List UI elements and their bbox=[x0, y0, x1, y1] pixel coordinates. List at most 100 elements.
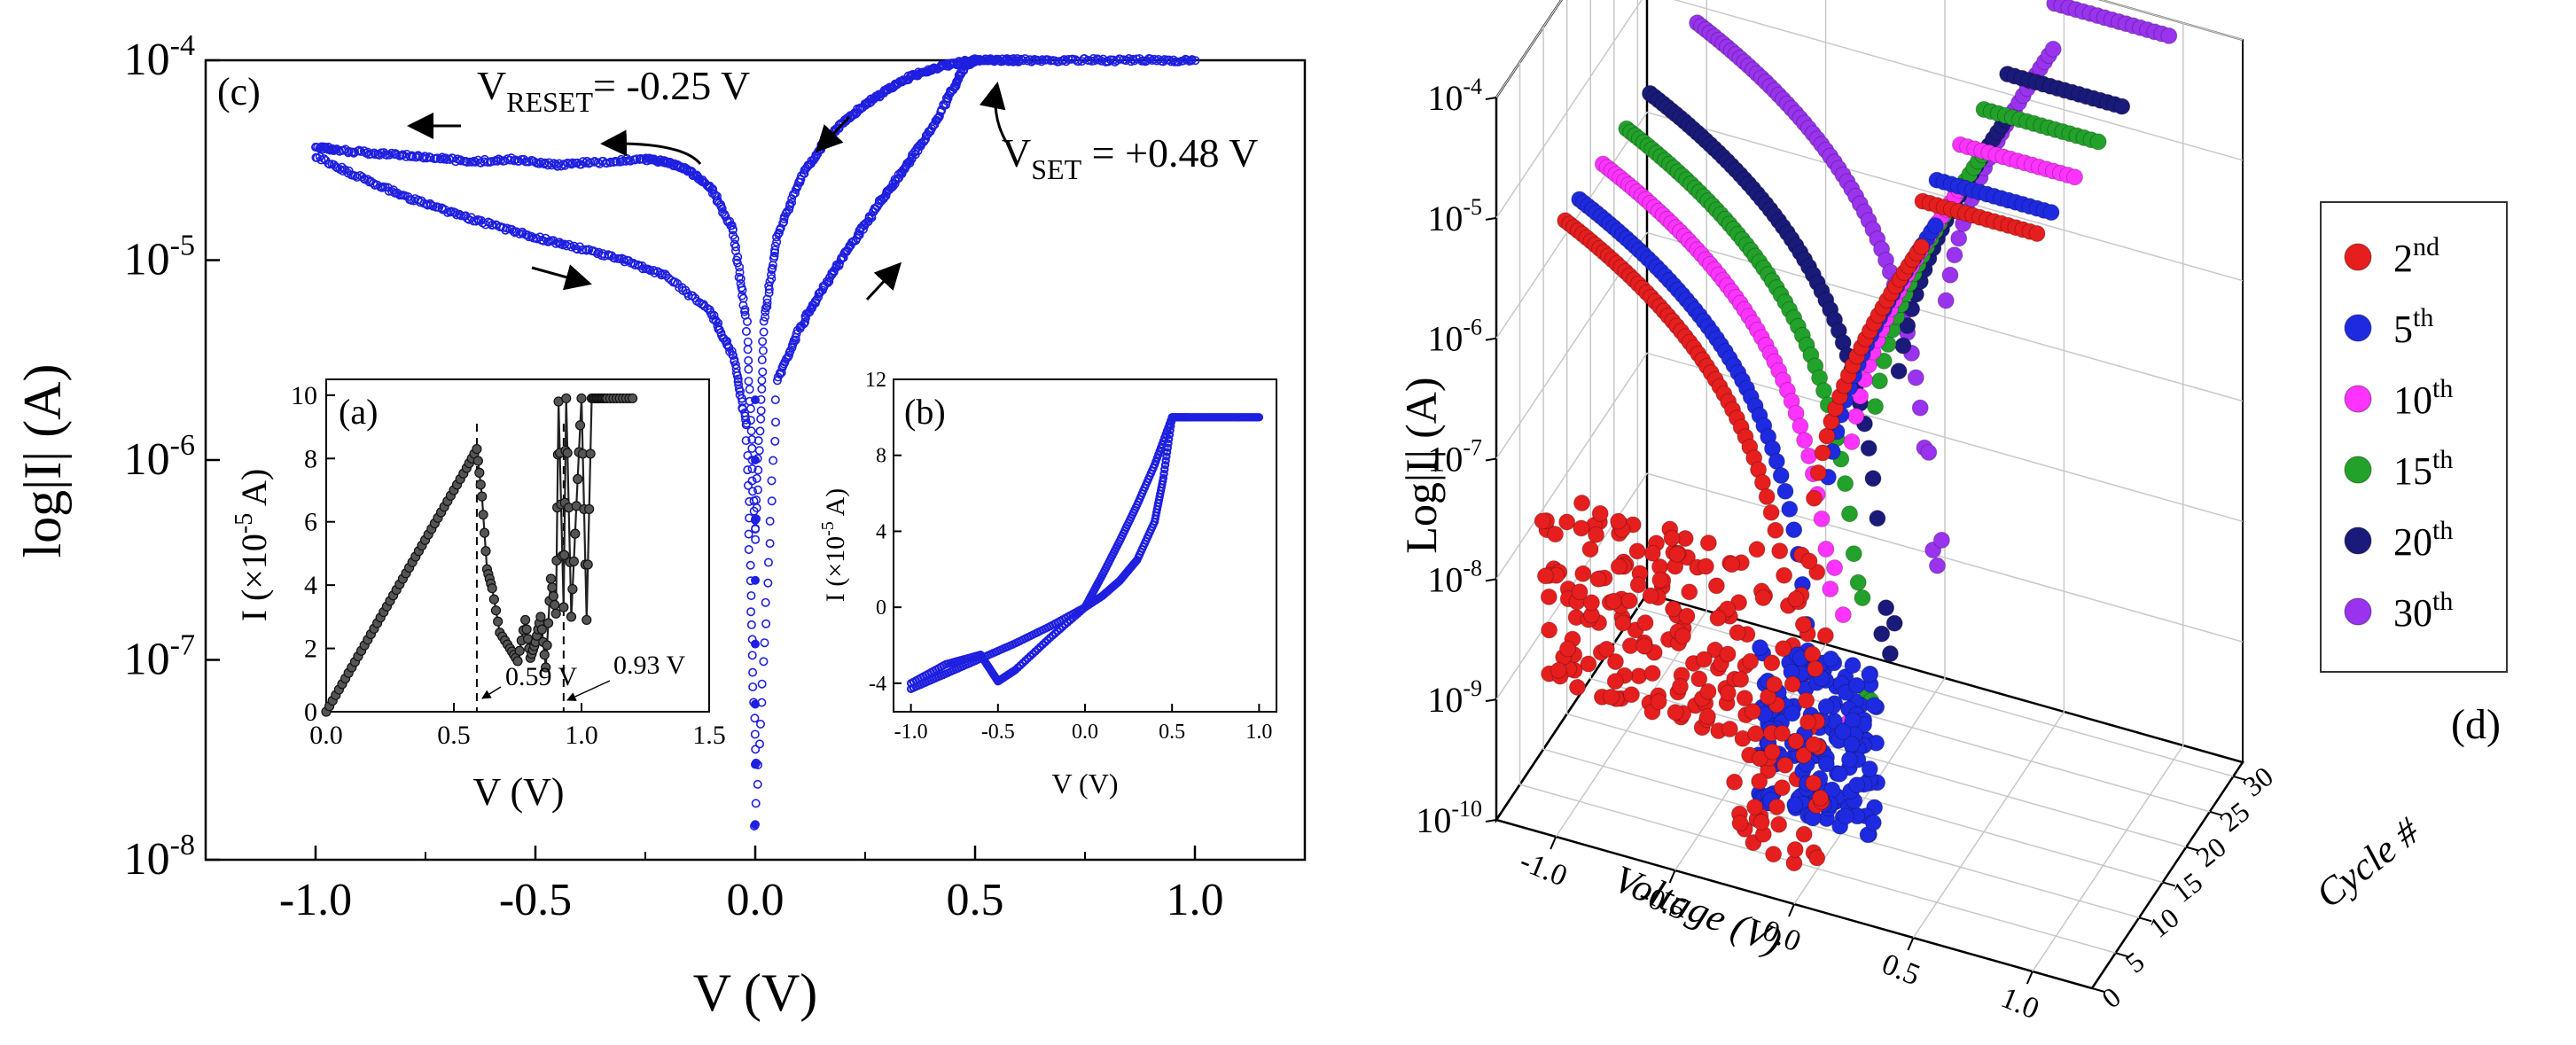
cycle-point bbox=[1744, 703, 1761, 721]
cycle-point bbox=[1848, 776, 1866, 794]
cycle-point bbox=[1822, 650, 1839, 667]
panel-c-point bbox=[762, 298, 772, 308]
cycle-point bbox=[1861, 760, 1878, 777]
cycle-point bbox=[1785, 521, 1803, 539]
panel-c-xtick-label: 1.0 bbox=[1167, 875, 1224, 925]
panel-c-point bbox=[758, 367, 768, 377]
panel-c-point bbox=[744, 364, 753, 374]
cycle-point bbox=[1784, 705, 1801, 722]
inset-a-point bbox=[493, 616, 503, 627]
inset-a-point bbox=[562, 448, 573, 458]
panel-c-point bbox=[670, 277, 680, 287]
panel-c-point bbox=[1115, 54, 1125, 64]
inset-a-point bbox=[536, 624, 547, 635]
inset-a-ytick-label: 0 bbox=[304, 698, 317, 727]
inset-a-point bbox=[542, 640, 552, 651]
cycle-point bbox=[1763, 743, 1781, 760]
cycle-point bbox=[1854, 589, 1871, 606]
cycle-point bbox=[1629, 576, 1647, 594]
inset-b-point bbox=[1159, 469, 1168, 479]
cycle-point bbox=[1642, 587, 1659, 604]
panel-c-point bbox=[473, 155, 483, 165]
panel-c-point bbox=[756, 719, 766, 729]
cycle-point bbox=[1864, 814, 1882, 831]
cycle-point bbox=[1787, 590, 1805, 608]
panel-c-point bbox=[711, 316, 721, 326]
panel-c-point bbox=[564, 239, 574, 249]
panel-c-point bbox=[621, 156, 631, 166]
cycle-point bbox=[1852, 387, 1870, 405]
cycle-point bbox=[1671, 678, 1689, 696]
cycle-point bbox=[1946, 246, 1963, 264]
panel-c-point bbox=[762, 301, 772, 311]
panel-c-point bbox=[743, 345, 753, 355]
panel-c-xtick-label: -1.0 bbox=[279, 875, 352, 925]
cycle-point bbox=[1813, 510, 1831, 527]
inset-a-point bbox=[514, 645, 525, 656]
panel-c-point bbox=[728, 350, 738, 360]
inset-a-point bbox=[573, 473, 583, 485]
panel-c-point bbox=[1058, 56, 1068, 66]
panel-c-point bbox=[755, 426, 765, 436]
panel-d-ztick bbox=[2233, 775, 2246, 781]
cycle-point bbox=[1589, 570, 1607, 588]
cycle-point bbox=[1817, 698, 1835, 715]
panel-c-point bbox=[761, 619, 771, 628]
panel-c-point bbox=[746, 607, 756, 617]
cycle-point bbox=[1932, 531, 1950, 549]
inset-a-ylabel: I (×10-5 A) bbox=[230, 469, 274, 622]
cycle-point bbox=[1550, 661, 1567, 679]
cycle-point bbox=[1899, 316, 1916, 334]
cycle-point bbox=[1837, 807, 1854, 825]
inset-a-point bbox=[550, 599, 560, 611]
panel-c-point bbox=[867, 211, 877, 221]
panel-c-point bbox=[757, 355, 767, 365]
panel-c-point bbox=[733, 253, 743, 262]
panel-c-point bbox=[767, 496, 777, 506]
cycle-point bbox=[1873, 625, 1891, 643]
panel-c-point bbox=[528, 233, 538, 243]
cycle-point bbox=[1767, 521, 1784, 539]
panel-c-point bbox=[441, 153, 450, 163]
panel-c-point bbox=[747, 443, 757, 453]
panel-c-point bbox=[794, 177, 804, 187]
cycle-point bbox=[1834, 722, 1852, 740]
panel-c-point bbox=[319, 154, 329, 164]
inset-a-xtick-label: 0.0 bbox=[309, 721, 343, 750]
inset-a-point bbox=[487, 583, 497, 594]
cycle-point bbox=[1911, 399, 1929, 417]
cycle-point bbox=[1540, 588, 1557, 605]
legend-swatch bbox=[2344, 385, 2372, 413]
panel-c-point bbox=[764, 288, 774, 298]
cycle-point bbox=[1547, 526, 1565, 543]
inset-b-xtick-label: 0.0 bbox=[1072, 721, 1098, 744]
panel-c-point bbox=[407, 151, 417, 160]
inset-b-series bbox=[906, 413, 1264, 693]
cycle-point bbox=[1719, 684, 1737, 702]
panel-c-point bbox=[761, 312, 770, 322]
inset-b-ytick-label: 0 bbox=[876, 597, 886, 620]
panel-c-point bbox=[800, 317, 810, 327]
panel-c-point bbox=[384, 186, 394, 196]
cycle-point bbox=[2089, 133, 2107, 151]
panel-c-point bbox=[767, 476, 777, 486]
cycle-point bbox=[1786, 840, 1804, 858]
inset-b-ytick-label: 8 bbox=[876, 445, 886, 468]
cycle-point bbox=[1834, 606, 1852, 624]
inset-b-series-0 bbox=[1081, 413, 1264, 612]
inset-b-point bbox=[1160, 461, 1170, 470]
panel-c-point bbox=[728, 230, 738, 240]
cycle-point bbox=[1747, 725, 1765, 743]
panel-c-point bbox=[761, 307, 770, 316]
inset-a-point bbox=[570, 528, 581, 539]
panel-d-ytick bbox=[1485, 337, 1497, 341]
panel-c-point bbox=[755, 739, 765, 749]
inset-a-point bbox=[479, 527, 490, 538]
panel-c-point bbox=[765, 539, 775, 549]
cycle-point bbox=[1736, 690, 1753, 707]
panel-c-point bbox=[747, 651, 757, 660]
panel-c-point bbox=[646, 155, 656, 165]
panel-d-ytick-label: 10-4 bbox=[1427, 74, 1482, 118]
cycle-point bbox=[1758, 487, 1776, 505]
panel-c-point bbox=[734, 272, 744, 282]
